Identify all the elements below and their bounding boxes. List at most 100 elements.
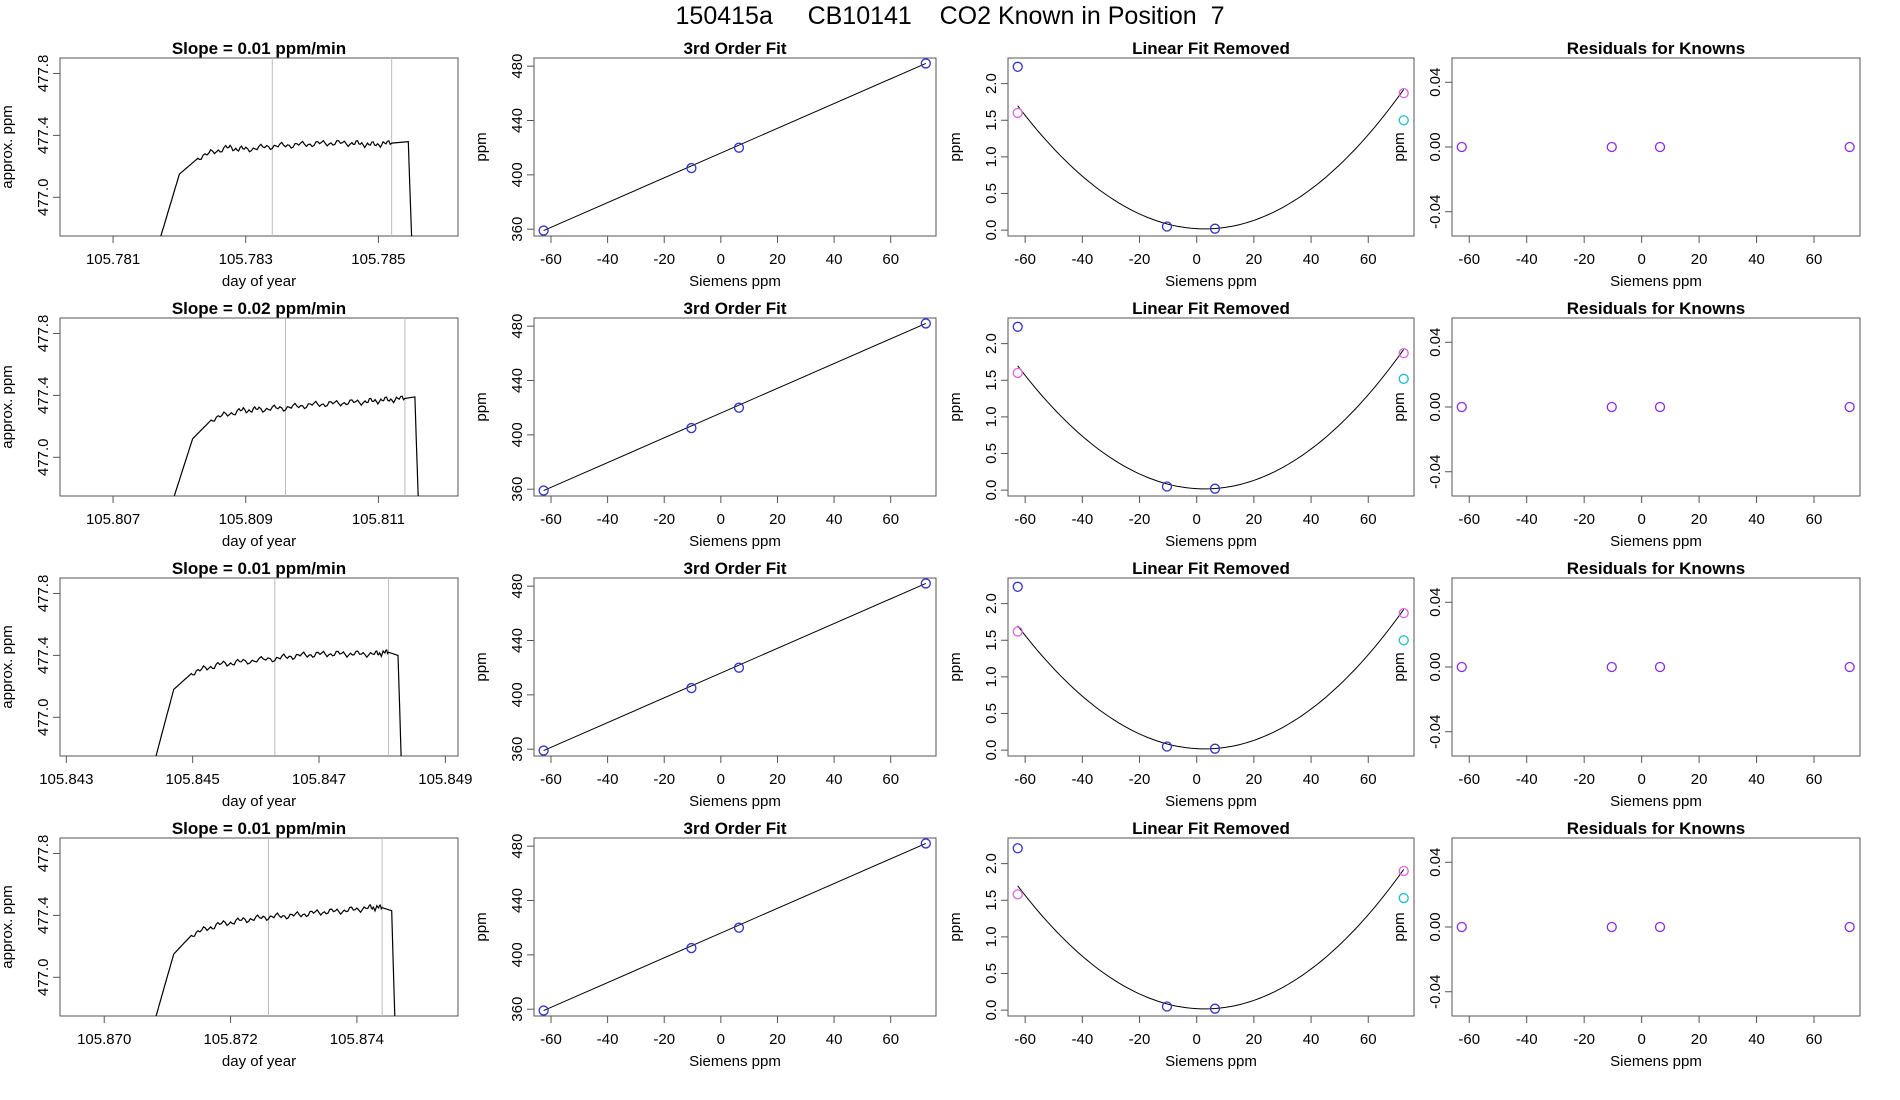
chart-panel-r4-c1: Slope = 0.01 ppm/min day of year approx. p… <box>0 819 459 1070</box>
x-tick-label: 0 <box>1193 511 1201 528</box>
data-point <box>1456 921 1467 933</box>
y-tick-label: -0.04 <box>1427 195 1444 229</box>
x-tick-label: 0 <box>1637 1031 1645 1048</box>
plot-frame <box>1007 317 1415 497</box>
x-axis-label: day of year <box>222 533 296 550</box>
x-axis-label: Siemens ppm <box>1610 1053 1702 1070</box>
x-tick-label: -60 <box>1014 1031 1036 1048</box>
chart-title: Slope = 0.02 ppm/min <box>172 299 346 318</box>
data-point <box>1654 921 1666 933</box>
plot-frame <box>1007 577 1415 757</box>
y-tick-label: 440 <box>509 368 526 393</box>
x-tick-label: -60 <box>540 1031 562 1048</box>
data-point <box>538 1005 549 1016</box>
y-tick-label: 0.04 <box>1427 848 1444 877</box>
chart-title: 3rd Order Fit <box>684 559 787 578</box>
plot-frame <box>59 837 459 1017</box>
data-point <box>538 745 549 756</box>
chart-panel-r4-c4: Residuals for Knowns Siemens ppm ppm -60 -40… <box>1391 819 1861 1070</box>
x-tick-label: 40 <box>1748 511 1765 528</box>
y-tick-label: 440 <box>509 888 526 913</box>
chart-panel-r1-c4: Residuals for Knowns Siemens ppm ppm -60 -40… <box>1391 39 1861 290</box>
x-tick-label: -40 <box>597 771 619 788</box>
y-tick-label: 1.0 <box>983 146 1000 167</box>
y-tick-label: 1.5 <box>983 110 1000 131</box>
chart-title: Slope = 0.01 ppm/min <box>172 39 346 58</box>
x-tick-label: -40 <box>597 1031 619 1048</box>
x-tick-label: -20 <box>1129 511 1151 528</box>
x-tick-label: -60 <box>1014 511 1036 528</box>
x-tick-label: 20 <box>1691 511 1708 528</box>
y-tick-label: 2.0 <box>983 333 1000 354</box>
y-tick-label: 440 <box>509 628 526 653</box>
fit-curve <box>1017 349 1405 490</box>
x-tick-label: 40 <box>1748 251 1765 268</box>
data-point <box>1012 321 1023 332</box>
x-tick-label: -40 <box>597 511 619 528</box>
data-point <box>1606 661 1617 673</box>
chart-panel-r1-c3: Linear Fit Removed Siemens ppm ppm -60 -40 -2… <box>947 39 1415 290</box>
plot-area <box>173 318 419 496</box>
data-point <box>1209 483 1221 494</box>
y-tick-label: 400 <box>509 942 526 967</box>
x-tick-label: 0 <box>1637 771 1645 788</box>
x-tick-label: 105.874 <box>330 1031 384 1048</box>
y-tick-label: 0.0 <box>983 480 1000 501</box>
chart-title: Linear Fit Removed <box>1132 559 1290 578</box>
y-tick-label: 0.04 <box>1427 328 1444 357</box>
plot-frame <box>59 577 459 757</box>
x-tick-label: -40 <box>1516 771 1538 788</box>
x-axis-label: day of year <box>222 1053 296 1070</box>
x-tick-label: 60 <box>1806 771 1823 788</box>
x-tick-label: 105.843 <box>39 771 93 788</box>
x-tick-label: 0 <box>1193 251 1201 268</box>
x-axis-label: Siemens ppm <box>1165 793 1257 810</box>
x-tick-label: 60 <box>1806 251 1823 268</box>
data-trace <box>160 139 413 236</box>
x-axis-label: Siemens ppm <box>1610 793 1702 810</box>
fit-curve <box>1017 89 1405 230</box>
data-point <box>1209 743 1221 754</box>
plot-area <box>1017 869 1405 1010</box>
x-tick-label: -20 <box>653 1031 675 1048</box>
x-tick-label: 40 <box>826 1031 843 1048</box>
y-tick-label: 477.8 <box>35 315 52 353</box>
y-tick-label: 400 <box>509 682 526 707</box>
chart-panel-r4-c2: 3rd Order Fit Siemens ppm ppm -60 -40 -20 0 20 4… <box>473 819 937 1070</box>
data-point <box>1606 401 1617 413</box>
data-point <box>686 162 697 174</box>
x-axis-label: day of year <box>222 793 296 810</box>
data-point <box>1398 115 1409 126</box>
data-point <box>1654 401 1666 413</box>
y-axis-label: approx. ppm <box>0 365 16 448</box>
y-axis-label: ppm <box>947 912 964 941</box>
x-tick-label: -60 <box>1458 251 1480 268</box>
x-tick-label: -40 <box>1516 1031 1538 1048</box>
x-tick-label: 40 <box>1303 251 1320 268</box>
x-tick-label: 60 <box>1806 511 1823 528</box>
y-axis-label: ppm <box>1391 132 1408 161</box>
x-tick-label: 20 <box>1691 1031 1708 1048</box>
x-tick-label: 105.811 <box>352 511 405 528</box>
x-tick-label: -60 <box>1458 771 1480 788</box>
x-tick-label: -40 <box>597 251 619 268</box>
x-tick-label: -60 <box>1014 251 1036 268</box>
x-tick-label: 60 <box>882 771 899 788</box>
y-tick-label: 0.5 <box>983 703 1000 724</box>
y-tick-label: 0.00 <box>1427 652 1444 681</box>
y-tick-label: 477.8 <box>35 55 52 93</box>
x-tick-label: 60 <box>882 1031 899 1048</box>
x-tick-label: 0 <box>717 511 725 528</box>
chart-panel-r2-c1: Slope = 0.02 ppm/min day of year approx. p… <box>0 299 459 550</box>
x-tick-label: 40 <box>1303 1031 1320 1048</box>
data-point <box>1398 88 1409 99</box>
chart-title: Slope = 0.01 ppm/min <box>172 819 346 838</box>
fit-curve <box>1017 609 1405 750</box>
data-point <box>733 402 745 413</box>
x-tick-label: 20 <box>1691 771 1708 788</box>
x-tick-label: 40 <box>826 511 843 528</box>
y-tick-label: 477.8 <box>35 835 52 873</box>
plot-area <box>155 578 402 756</box>
chart-title: Residuals for Knowns <box>1567 819 1746 838</box>
data-point <box>686 422 697 434</box>
